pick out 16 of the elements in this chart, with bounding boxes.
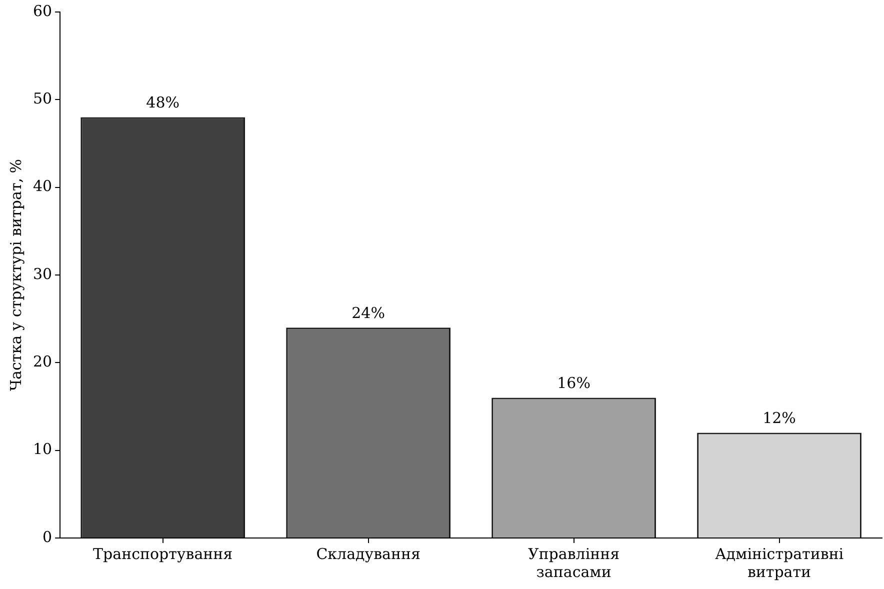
y-tick-label: 50 (32, 90, 52, 108)
x-tick-label: Управління запасами (528, 544, 620, 581)
y-tick-label: 60 (32, 2, 52, 20)
data-label: 12% (762, 409, 796, 428)
data-label: 48% (146, 94, 180, 112)
data-label: 24% (352, 304, 385, 322)
y-tick-label: 10 (32, 440, 52, 458)
y-tick-label: 20 (32, 352, 52, 371)
data-label: 16% (557, 374, 590, 392)
y-tick-label: 30 (32, 264, 52, 283)
y-axis-title: Частка у структурі витрат, % (6, 158, 25, 392)
y-tick-label: 40 (32, 177, 52, 196)
x-tick-label: Адміністративні витрати (714, 544, 844, 581)
x-tick-label: Складування (316, 544, 420, 563)
x-tick-label: Транспортування (93, 544, 233, 563)
y-tick-label: 0 (42, 528, 52, 546)
